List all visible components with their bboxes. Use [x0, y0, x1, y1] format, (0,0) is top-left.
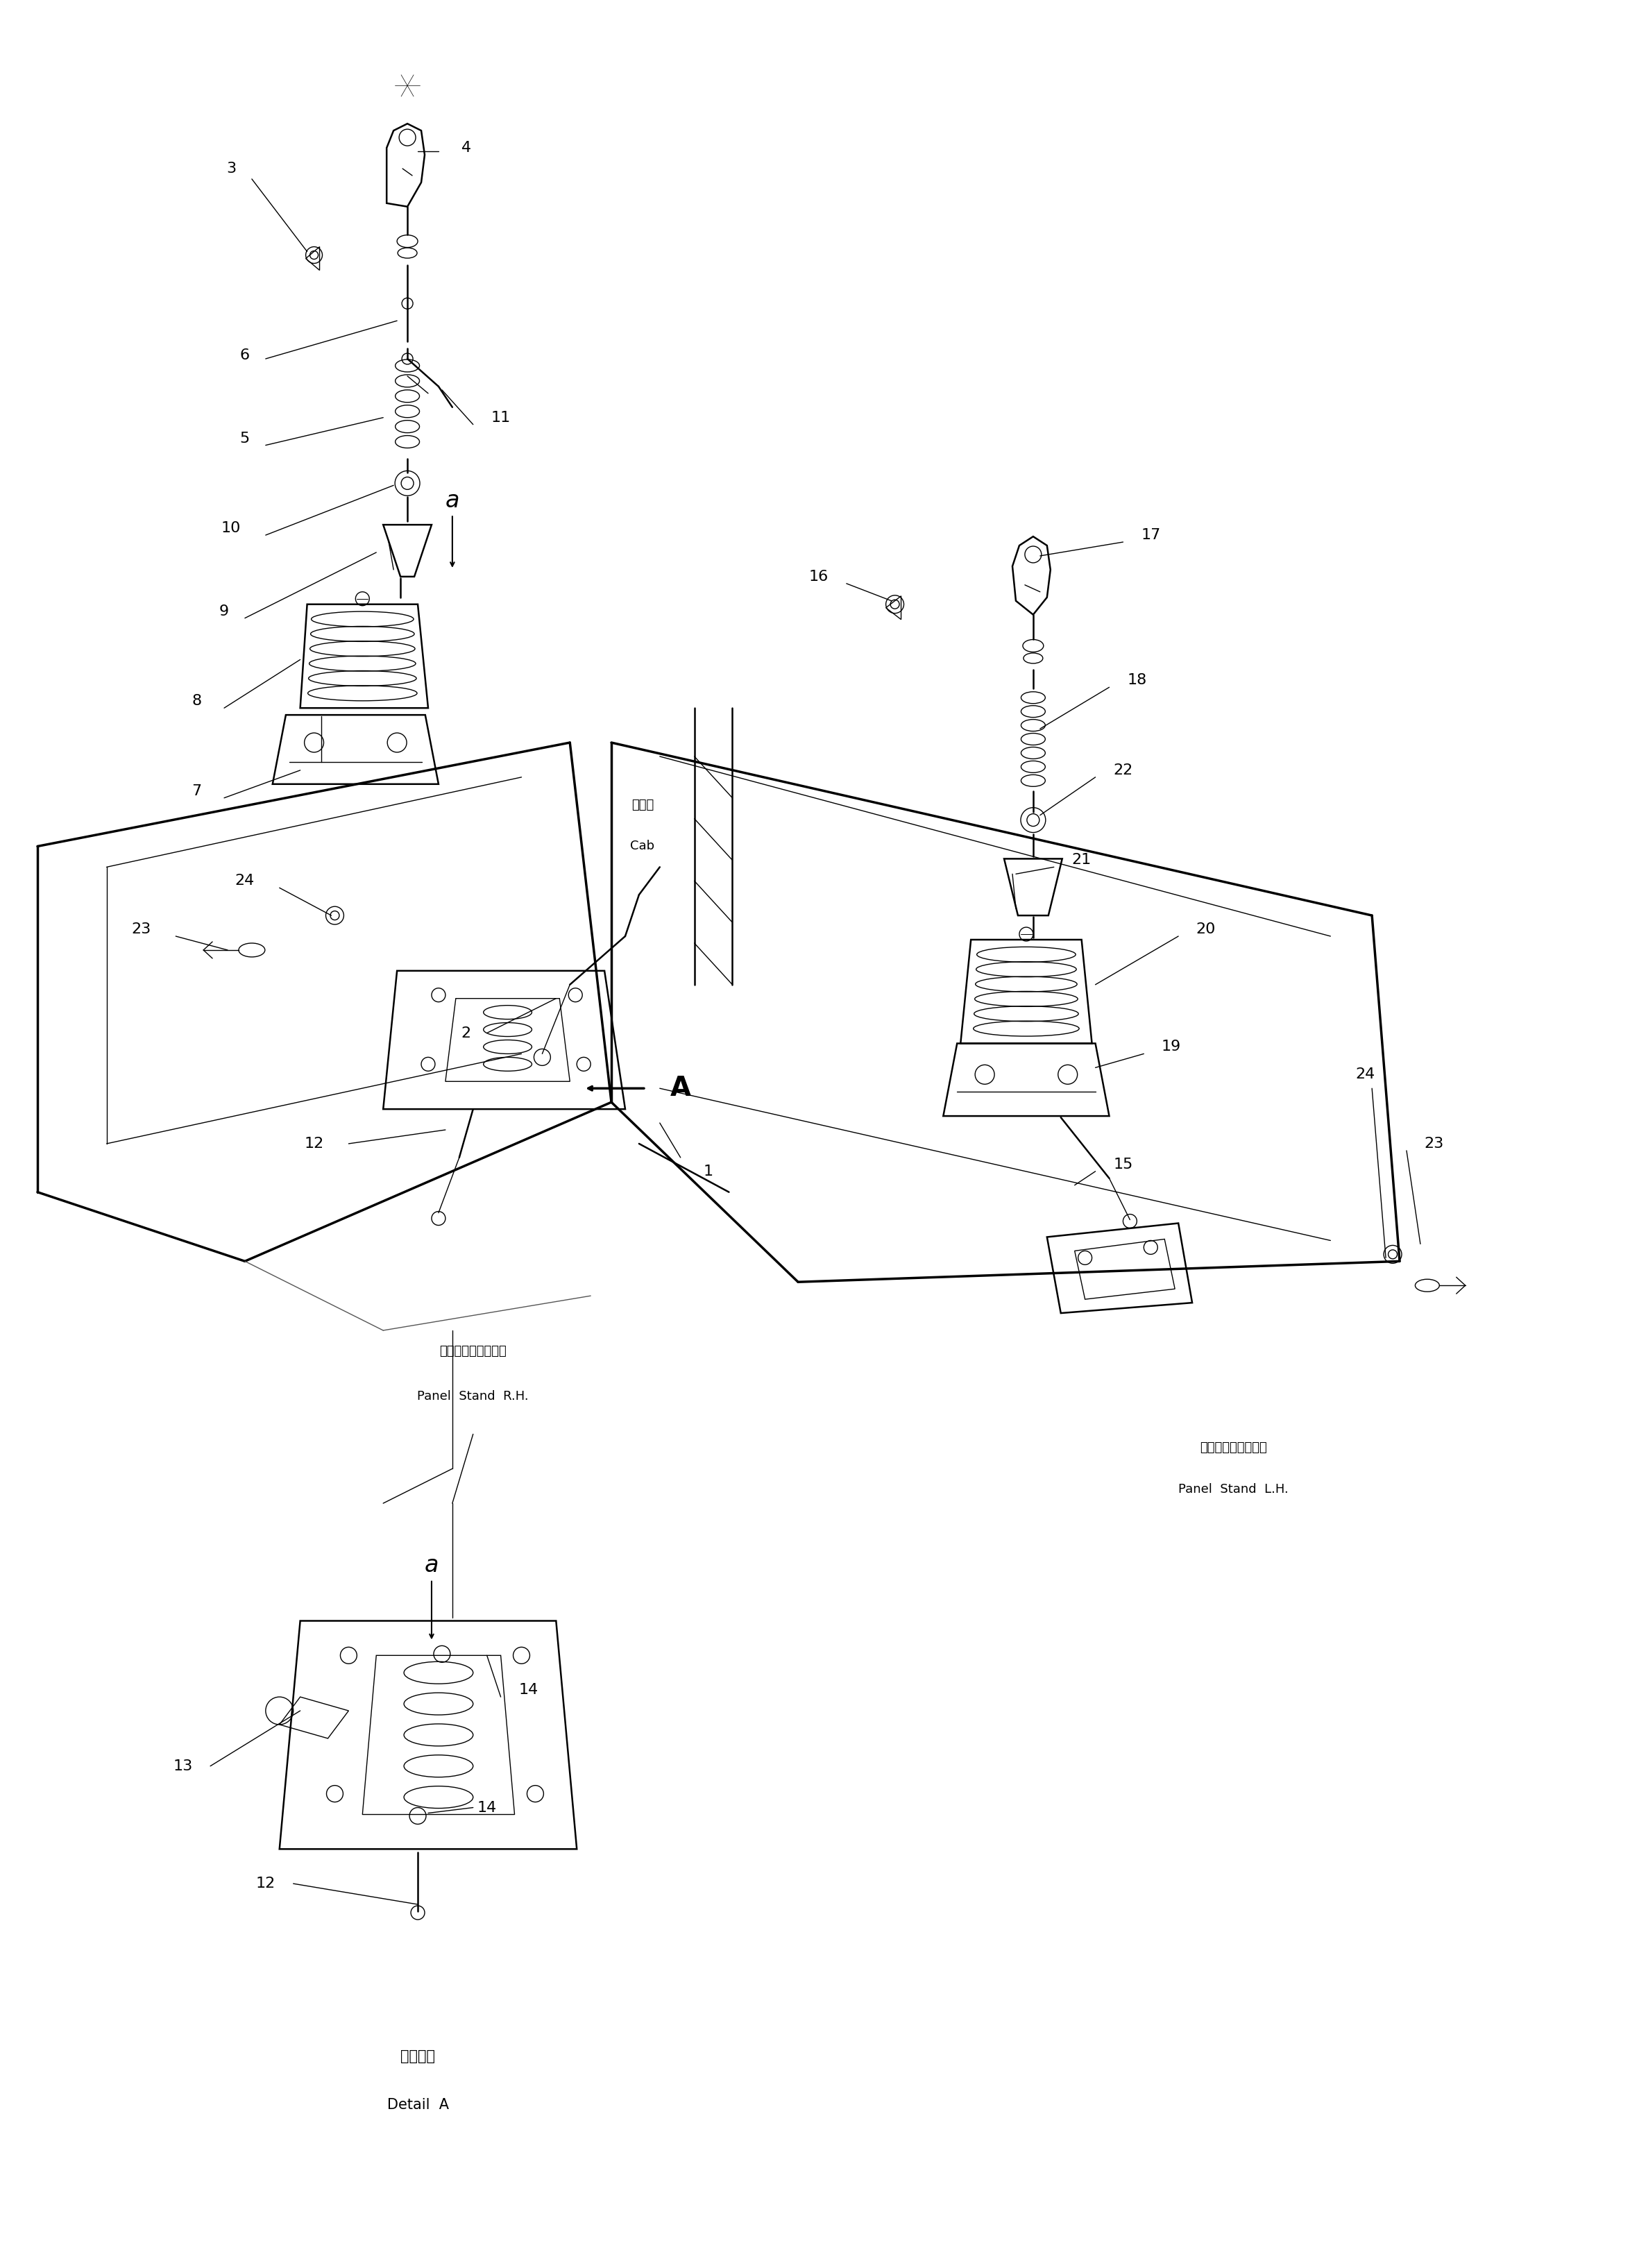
Text: 7: 7: [192, 785, 202, 798]
Text: 5: 5: [240, 431, 249, 445]
Text: Detail  A: Detail A: [386, 2098, 448, 2112]
Text: 13: 13: [173, 1760, 192, 1774]
Text: 21: 21: [1073, 853, 1092, 866]
Text: 12: 12: [256, 1876, 275, 1892]
Text: Panel  Stand  L.H.: Panel Stand L.H.: [1178, 1483, 1289, 1495]
Text: 4: 4: [461, 141, 471, 154]
Text: 24: 24: [235, 873, 254, 887]
Text: 19: 19: [1162, 1041, 1182, 1055]
Text: 18: 18: [1126, 674, 1146, 687]
Text: 24: 24: [1355, 1068, 1374, 1082]
Text: 16: 16: [808, 569, 828, 583]
Text: Cab: Cab: [631, 839, 655, 853]
Text: a: a: [445, 490, 460, 513]
Text: 3: 3: [227, 161, 236, 175]
Text: パネルスタンド　右: パネルスタンド 右: [440, 1345, 507, 1356]
Text: Panel  Stand  R.H.: Panel Stand R.H.: [417, 1390, 528, 1402]
Text: Ａ　詳細: Ａ 詳細: [401, 2050, 435, 2064]
Text: a: a: [424, 1554, 438, 1576]
Text: 20: 20: [1196, 923, 1216, 937]
Text: 23: 23: [132, 923, 152, 937]
Text: パネルスタンド　左: パネルスタンド 左: [1200, 1442, 1267, 1454]
Text: 9: 9: [220, 603, 230, 619]
Text: 14: 14: [478, 1801, 497, 1814]
Text: 17: 17: [1141, 528, 1161, 542]
Text: 10: 10: [222, 522, 241, 535]
Text: 23: 23: [1425, 1136, 1444, 1150]
Text: キャブ: キャブ: [631, 798, 654, 812]
Text: 12: 12: [305, 1136, 324, 1150]
Text: 6: 6: [240, 349, 249, 363]
Text: 11: 11: [491, 411, 510, 424]
Text: 8: 8: [192, 694, 202, 708]
Text: 14: 14: [518, 1683, 538, 1696]
Text: 2: 2: [461, 1025, 471, 1041]
Text: 1: 1: [703, 1163, 712, 1179]
Text: 15: 15: [1113, 1157, 1133, 1170]
Text: A: A: [670, 1075, 691, 1102]
Text: 22: 22: [1113, 764, 1133, 778]
